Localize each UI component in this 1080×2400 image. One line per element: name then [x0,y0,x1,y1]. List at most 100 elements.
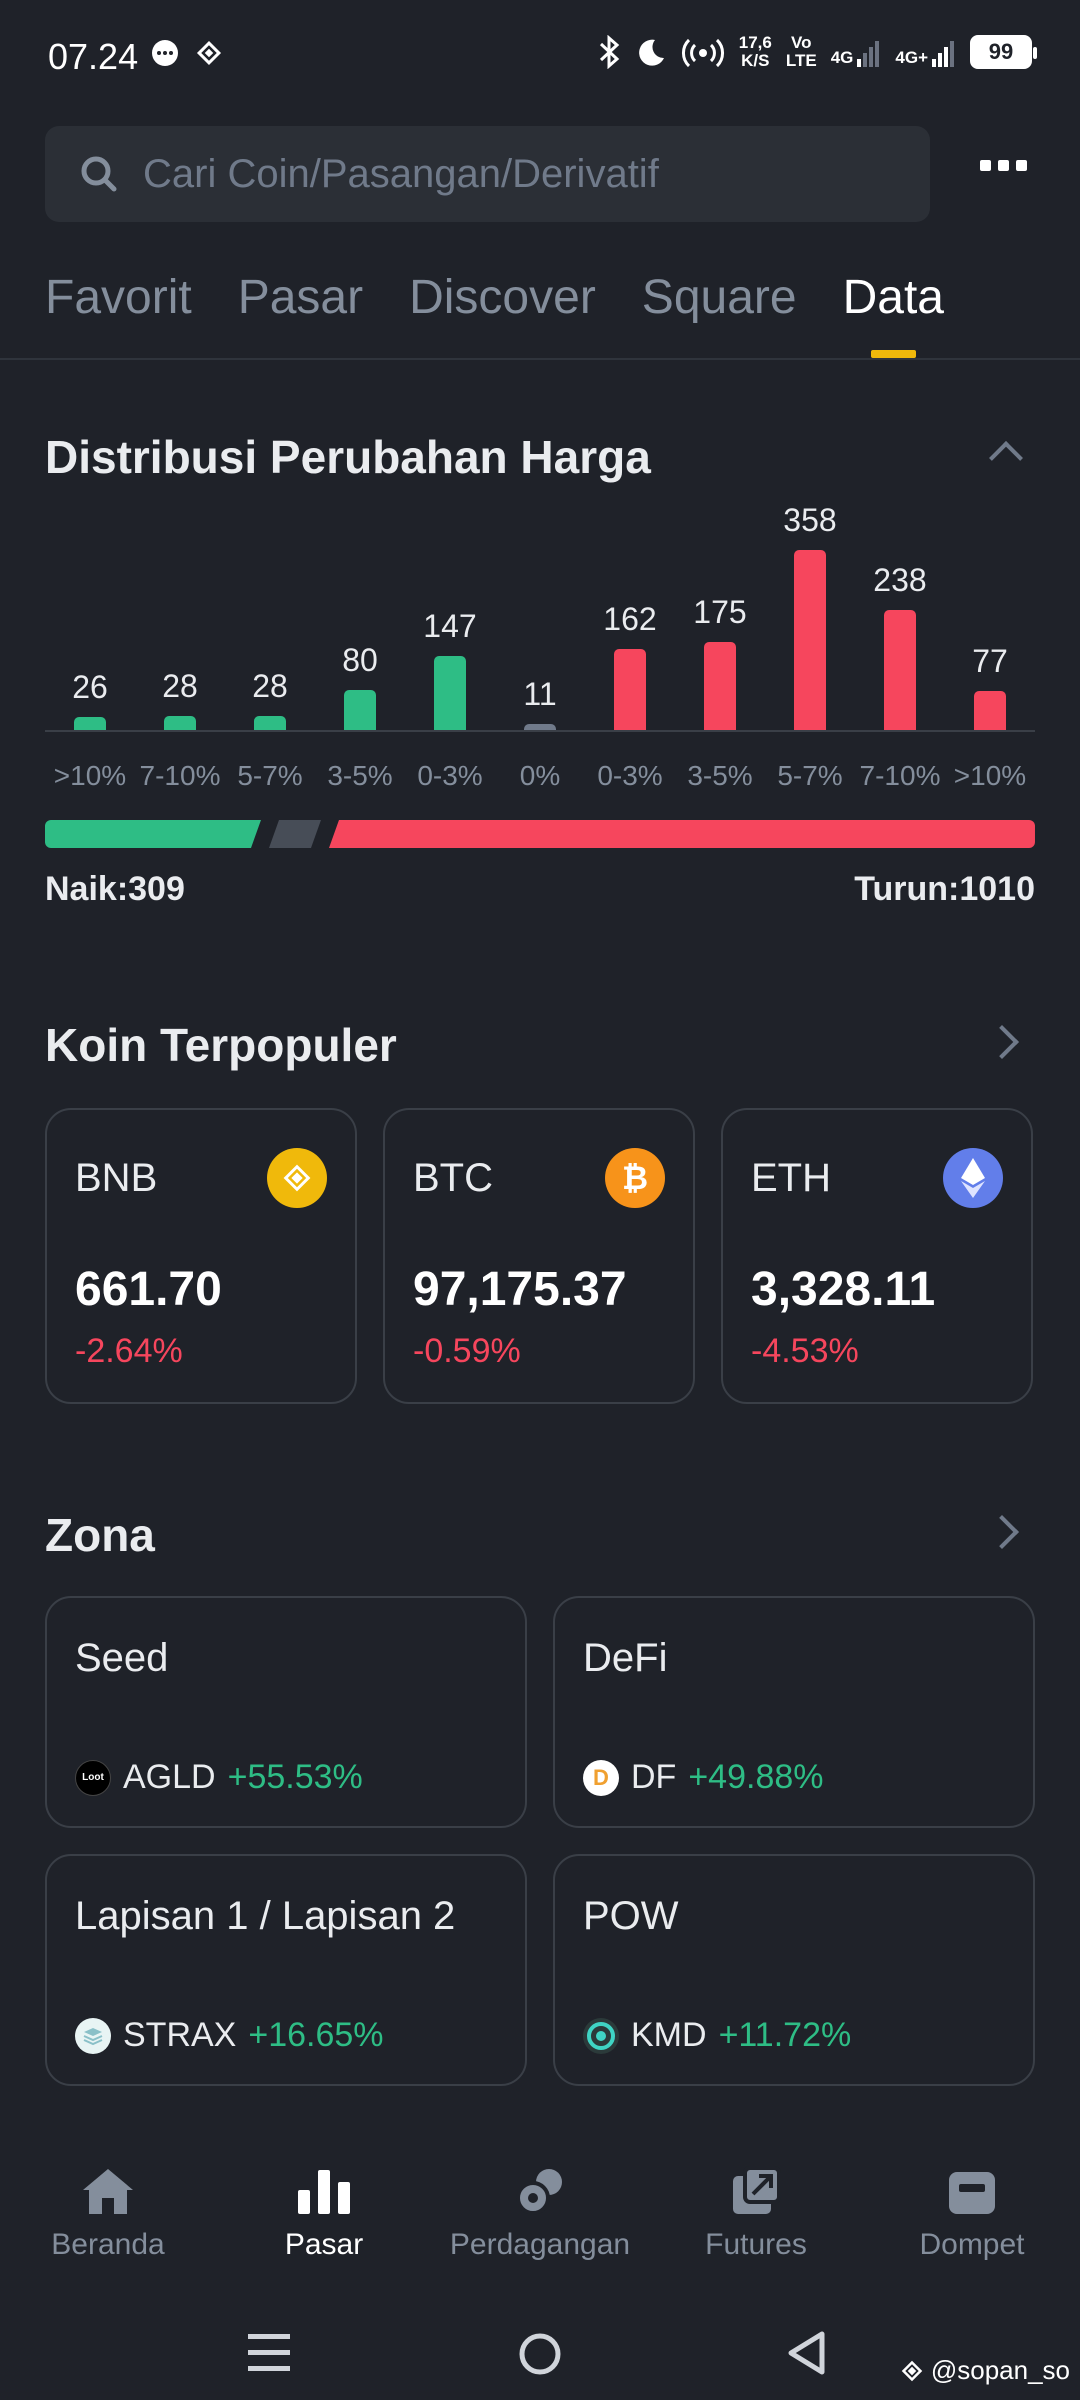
zone-card-seed[interactable]: Seed Loot AGLD +55.53% [45,1596,527,1828]
chart-category-label: 0-3% [417,760,483,791]
search-icon [81,156,117,192]
nav-futures[interactable]: Futures [648,2140,864,2280]
btc-icon: ₿ [605,1148,665,1208]
popular-coins-title: Koin Terpopuler [45,1019,397,1071]
chart-bar [614,648,646,730]
recent-apps-icon[interactable] [248,2334,290,2372]
chart-category-label: >10% [953,760,1027,791]
tab-square[interactable]: Square [641,271,797,324]
search-input[interactable]: Cari Coin/Pasangan/Derivatif [45,126,930,222]
zone-coin-change: +11.72% [718,2016,852,2054]
zone-card-pow[interactable]: POW KMD +11.72% [553,1854,1035,2086]
coin-card-bnb[interactable]: BNB 661.70 -2.64% [45,1108,357,1404]
chart-category-label: 5-7% [777,760,843,791]
more-menu-icon[interactable] [980,160,1027,171]
signal-1-icon: 4G [831,37,882,67]
tab-favorit[interactable]: Favorit [45,271,192,324]
home-button-icon[interactable] [518,2332,562,2376]
popular-more-chevron-icon[interactable] [985,1025,1019,1059]
chart-category-label: 0% [519,760,561,791]
moon-icon [638,39,664,66]
hotspot-icon [681,38,724,68]
chart-category-label: 7-10% [859,760,941,791]
tab-data[interactable]: Data [843,270,944,358]
tab-discover[interactable]: Discover [409,271,596,324]
price-distribution-chart: 26 >10% 28 7-10% 28 5-7% 80 3-5% 147 0-3% 11 0% 162 0… [45,500,1035,800]
coin-change: -2.64% [75,1332,183,1370]
chart-bar-value: 28 [162,667,198,704]
chart-bar-value: 175 [693,594,747,630]
zone-card-defi[interactable]: DeFi D DF +49.88% [553,1596,1035,1828]
bottom-nav: Beranda Pasar Perdagangan Futures Dompet [0,2140,1080,2280]
kmd-icon [583,2017,619,2054]
naik-count: Naik:309 [45,870,185,908]
turun-count: Turun:1010 [854,870,1035,908]
coin-card-btc[interactable]: BTC ₿ 97,175.37 -0.59% [383,1108,695,1404]
coin-price: 3,328.11 [751,1263,936,1316]
top-tabs: Favorit Pasar Discover Square Data [45,270,944,358]
coin-symbol: BNB [75,1156,158,1200]
zones-more-chevron-icon[interactable] [985,1515,1019,1549]
nav-label: Pasar [284,2228,364,2261]
zone-title: Seed [75,1636,169,1680]
search-placeholder: Cari Coin/Pasangan/Derivatif [143,151,659,196]
zone-card-layer[interactable]: Lapisan 1 / Lapisan 2 STRAX +16.65% [45,1854,527,2086]
tab-divider [0,358,1080,360]
coin-price: 661.70 [75,1263,222,1316]
agld-icon: Loot [75,1759,111,1796]
home-icon [80,2164,136,2216]
bluetooth-icon [599,35,619,69]
nav-perdagangan[interactable]: Perdagangan [432,2140,648,2280]
chart-bar [704,642,736,730]
chart-bar-value: 11 [523,676,557,712]
chart-category-label: 7-10% [139,760,221,791]
chart-bar [434,656,466,730]
nav-label: Beranda [51,2228,165,2261]
chart-bar-value: 358 [783,502,837,538]
binance-small-icon [196,40,222,66]
df-icon: D [583,1759,619,1796]
chart-bar [74,716,106,730]
tab-pasar[interactable]: Pasar [237,271,364,324]
chart-category-label: 5-7% [237,760,303,791]
ratio-down-segment [328,820,1035,848]
nav-pasar[interactable]: Pasar [216,2140,432,2280]
chart-bar [524,724,556,730]
coin-price: 97,175.37 [413,1263,627,1316]
market-icon [296,2164,352,2216]
chart-bar [164,715,196,730]
back-icon[interactable] [786,2330,826,2376]
chart-bar [974,691,1006,730]
system-nav-bar: @sopan_so [0,2290,1080,2400]
eth-icon [943,1148,1003,1208]
ratio-flat-segment [269,820,321,848]
chart-bar [884,610,916,730]
wallet-icon [944,2164,1000,2216]
chart-bar [254,715,286,730]
chart-category-label: 0-3% [597,760,663,791]
bnb-icon [267,1148,327,1208]
collapse-chevron-icon[interactable] [989,441,1023,475]
chart-bar-value: 77 [972,643,1008,680]
up-down-ratio-bar [45,820,1035,848]
watermark: @sopan_so [899,2355,1070,2386]
coin-symbol: ETH [751,1156,831,1200]
nav-label: Futures [705,2228,807,2261]
coin-card-eth[interactable]: ETH 3,328.11 -4.53% [721,1108,1033,1404]
chart-bar-value: 238 [873,562,927,599]
nav-beranda[interactable]: Beranda [0,2140,216,2280]
status-bar: 07.24 17,6 K/S Vo LTE 4G 4G+ 99 [0,0,1080,115]
chart-bar-value: 26 [72,668,108,705]
zone-coin-symbol: AGLD [123,1758,216,1796]
zone-coin-symbol: STRAX [123,2016,237,2054]
chart-category-label: 3-5% [327,760,393,791]
zones-title: Zona [45,1509,155,1561]
message-icon [152,40,178,66]
nav-dompet[interactable]: Dompet [864,2140,1080,2280]
nav-label: Dompet [919,2228,1025,2261]
chart-baseline [45,730,1035,732]
binance-logo-icon [901,2360,923,2381]
zone-title: Lapisan 1 / Lapisan 2 [75,1894,456,1938]
futures-icon [728,2164,784,2216]
zone-coin-change: +49.88% [688,1758,824,1796]
